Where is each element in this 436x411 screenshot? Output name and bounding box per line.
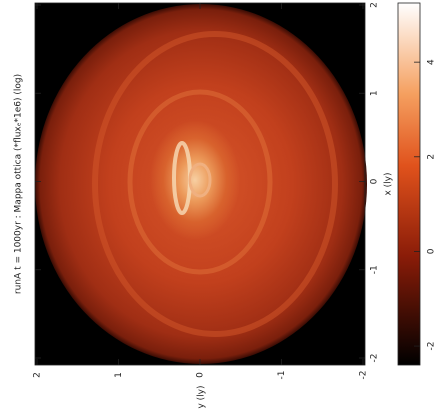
x-tick-label: 0 bbox=[370, 178, 380, 184]
x-tick-label: 1 bbox=[370, 90, 380, 96]
y-axis-label: y (ly) bbox=[197, 385, 207, 408]
y-tick-label: 1 bbox=[114, 372, 124, 378]
core-ring bbox=[188, 162, 212, 198]
y-tick-label: -2 bbox=[359, 371, 369, 380]
y-tick-label: 2 bbox=[33, 372, 43, 378]
colorbar bbox=[397, 2, 421, 366]
image bbox=[35, 3, 367, 365]
x-tick-label: 2 bbox=[370, 2, 380, 8]
ring bbox=[92, 31, 338, 337]
ring bbox=[127, 89, 273, 275]
colorbar-tick-label: 2 bbox=[427, 154, 436, 160]
colorbar-tick-label: 4 bbox=[427, 59, 436, 65]
chart-title: runA t = 1000yr : Mappa ottica (*fluxₑ*1… bbox=[14, 74, 24, 294]
core bbox=[150, 120, 240, 240]
x-axis-label: x (ly) bbox=[384, 172, 394, 195]
x-tick-label: -2 bbox=[370, 354, 380, 363]
y-tick-label: 0 bbox=[196, 372, 206, 378]
colorbar-tick-label: 0 bbox=[427, 248, 436, 254]
colorbar-tick-label: -2 bbox=[427, 342, 436, 351]
y-tick-label: -1 bbox=[277, 371, 287, 380]
x-tick-label: -1 bbox=[370, 265, 380, 274]
